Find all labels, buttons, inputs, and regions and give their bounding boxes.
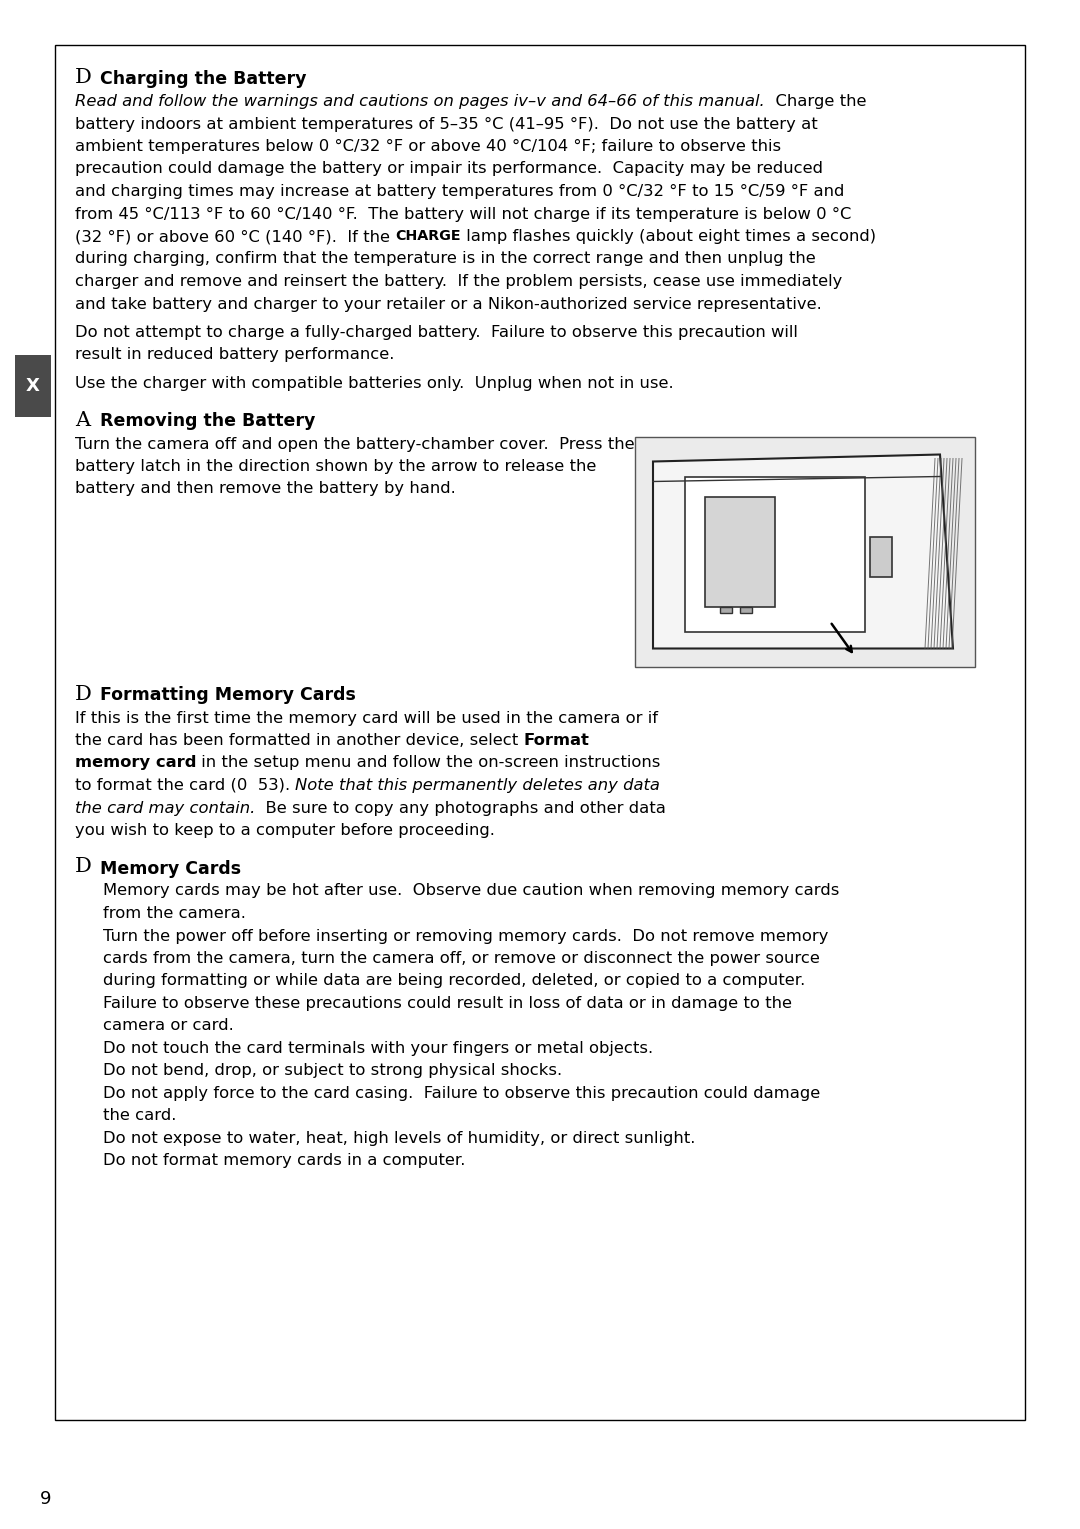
Text: CHARGE: CHARGE — [395, 229, 461, 243]
Text: Do not bend, drop, or subject to strong physical shocks.: Do not bend, drop, or subject to strong … — [103, 1064, 562, 1078]
Text: to format the card (0  53).: to format the card (0 53). — [75, 778, 295, 794]
Text: in the setup menu and follow the on-screen instructions: in the setup menu and follow the on-scre… — [197, 755, 661, 771]
Text: and take battery and charger to your retailer or a Nikon-authorized service repr: and take battery and charger to your ret… — [75, 297, 822, 312]
Text: the card may contain.: the card may contain. — [75, 801, 255, 815]
Text: Turn the power off before inserting or removing memory cards.  Do not remove mem: Turn the power off before inserting or r… — [103, 928, 828, 943]
Text: to format the card (0  53).: to format the card (0 53). — [75, 778, 295, 794]
Text: Charge the: Charge the — [765, 93, 866, 109]
Text: Read and follow the warnings and cautions on pages iv–v and 64–66 of this manual: Read and follow the warnings and caution… — [75, 93, 765, 109]
Text: D: D — [75, 858, 92, 876]
Text: Memory Cards: Memory Cards — [100, 859, 241, 878]
Bar — [685, 477, 865, 631]
Text: Do not attempt to charge a fully-charged battery.  Failure to observe this preca: Do not attempt to charge a fully-charged… — [75, 326, 798, 339]
Text: battery and then remove the battery by hand.: battery and then remove the battery by h… — [75, 482, 456, 497]
Bar — [720, 607, 732, 613]
Text: battery indoors at ambient temperatures of 5–35 °C (41–95 °F).  Do not use the b: battery indoors at ambient temperatures … — [75, 116, 818, 131]
Bar — [635, 436, 975, 667]
Text: camera or card.: camera or card. — [103, 1018, 233, 1034]
Text: Do not format memory cards in a computer.: Do not format memory cards in a computer… — [103, 1153, 465, 1168]
Bar — [740, 607, 752, 613]
Text: (32 °F) or above 60 °C (140 °F).  If the: (32 °F) or above 60 °C (140 °F). If the — [75, 229, 395, 245]
Text: memory card: memory card — [75, 755, 197, 771]
Text: the card.: the card. — [103, 1109, 176, 1124]
Text: X: X — [26, 378, 40, 394]
Text: you wish to keep to a computer before proceeding.: you wish to keep to a computer before pr… — [75, 823, 495, 838]
Text: CHARGE: CHARGE — [395, 229, 461, 243]
Text: Do not apply force to the card casing.  Failure to observe this precaution could: Do not apply force to the card casing. F… — [103, 1086, 820, 1101]
Bar — [705, 497, 775, 607]
Text: Failure to observe these precautions could result in loss of data or in damage t: Failure to observe these precautions cou… — [103, 995, 792, 1011]
Text: from 45 °C/113 °F to 60 °C/140 °F.  The battery will not charge if its temperatu: from 45 °C/113 °F to 60 °C/140 °F. The b… — [75, 206, 851, 222]
Text: Use the charger with compatible batteries only.  Unplug when not in use.: Use the charger with compatible batterie… — [75, 376, 674, 391]
Text: the card has been formatted in another device, select: the card has been formatted in another d… — [75, 732, 524, 748]
Text: Format: Format — [524, 732, 590, 748]
Text: Memory cards may be hot after use.  Observe due caution when removing memory car: Memory cards may be hot after use. Obser… — [103, 884, 839, 899]
Text: A: A — [75, 410, 90, 430]
Text: Formatting Memory Cards: Formatting Memory Cards — [100, 687, 356, 705]
Text: Do not expose to water, heat, high levels of humidity, or direct sunlight.: Do not expose to water, heat, high level… — [103, 1131, 696, 1147]
Text: cards from the camera, turn the camera off, or remove or disconnect the power so: cards from the camera, turn the camera o… — [103, 951, 820, 966]
Text: Charging the Battery: Charging the Battery — [100, 70, 307, 89]
Text: Note that this permanently deletes any data: Note that this permanently deletes any d… — [295, 778, 660, 794]
Text: Read and follow the warnings and cautions on pages iv–v and 64–66 of this manual: Read and follow the warnings and caution… — [75, 93, 765, 109]
Bar — [870, 537, 892, 576]
Text: Do not touch the card terminals with your fingers or metal objects.: Do not touch the card terminals with you… — [103, 1041, 653, 1057]
Text: Removing the Battery: Removing the Battery — [100, 413, 315, 431]
Text: battery latch in the direction shown by the arrow to release the: battery latch in the direction shown by … — [75, 459, 596, 474]
Text: lamp flashes quickly (about eight times a second): lamp flashes quickly (about eight times … — [461, 229, 876, 245]
Text: (32 °F) or above 60 °C (140 °F).  If the: (32 °F) or above 60 °C (140 °F). If the — [75, 229, 395, 245]
Text: the card has been formatted in another device, select: the card has been formatted in another d… — [75, 732, 524, 748]
Text: result in reduced battery performance.: result in reduced battery performance. — [75, 347, 394, 362]
Text: ambient temperatures below 0 °C/32 °F or above 40 °C/104 °F; failure to observe : ambient temperatures below 0 °C/32 °F or… — [75, 139, 781, 154]
Bar — [55, 44, 1025, 1420]
Text: the card may contain.: the card may contain. — [75, 801, 255, 815]
Polygon shape — [653, 454, 953, 648]
Text: D: D — [75, 67, 92, 87]
Text: D: D — [75, 685, 92, 703]
Text: from the camera.: from the camera. — [103, 907, 246, 920]
Text: Turn the camera off and open the battery-chamber cover.  Press the: Turn the camera off and open the battery… — [75, 436, 635, 451]
Text: charger and remove and reinsert the battery.  If the problem persists, cease use: charger and remove and reinsert the batt… — [75, 274, 842, 289]
Text: Be sure to copy any photographs and other data: Be sure to copy any photographs and othe… — [255, 801, 666, 815]
Text: memory card: memory card — [75, 755, 197, 771]
Text: during charging, confirm that the temperature is in the correct range and then u: during charging, confirm that the temper… — [75, 251, 815, 266]
Text: 9: 9 — [40, 1489, 52, 1508]
Text: If this is the first time the memory card will be used in the camera or if: If this is the first time the memory car… — [75, 711, 658, 725]
Bar — [15, 355, 51, 417]
Text: precaution could damage the battery or impair its performance.  Capacity may be : precaution could damage the battery or i… — [75, 162, 823, 176]
Text: during formatting or while data are being recorded, deleted, or copied to a comp: during formatting or while data are bein… — [103, 974, 806, 989]
Text: and charging times may increase at battery temperatures from 0 °C/32 °F to 15 °C: and charging times may increase at batte… — [75, 183, 845, 199]
